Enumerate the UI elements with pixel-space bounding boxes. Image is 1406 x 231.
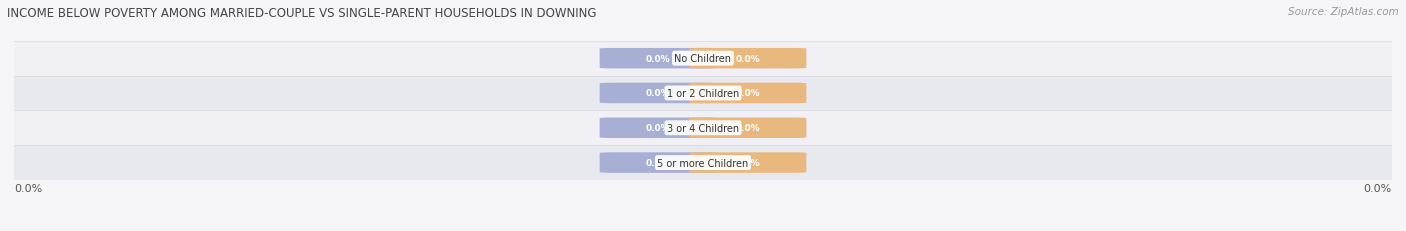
Text: 5 or more Children: 5 or more Children bbox=[658, 158, 748, 168]
Text: 0.0%: 0.0% bbox=[645, 124, 671, 133]
FancyBboxPatch shape bbox=[689, 49, 807, 69]
Text: No Children: No Children bbox=[675, 54, 731, 64]
Text: 0.0%: 0.0% bbox=[14, 183, 42, 193]
Text: 3 or 4 Children: 3 or 4 Children bbox=[666, 123, 740, 133]
FancyBboxPatch shape bbox=[599, 153, 717, 173]
FancyBboxPatch shape bbox=[599, 49, 717, 69]
FancyBboxPatch shape bbox=[14, 76, 1392, 111]
Text: 0.0%: 0.0% bbox=[645, 55, 671, 63]
FancyBboxPatch shape bbox=[689, 118, 807, 138]
Text: 1 or 2 Children: 1 or 2 Children bbox=[666, 88, 740, 99]
FancyBboxPatch shape bbox=[14, 42, 1392, 76]
Text: 0.0%: 0.0% bbox=[735, 89, 761, 98]
FancyBboxPatch shape bbox=[689, 153, 807, 173]
Text: 0.0%: 0.0% bbox=[735, 158, 761, 167]
FancyBboxPatch shape bbox=[14, 111, 1392, 146]
Text: 0.0%: 0.0% bbox=[735, 55, 761, 63]
Text: INCOME BELOW POVERTY AMONG MARRIED-COUPLE VS SINGLE-PARENT HOUSEHOLDS IN DOWNING: INCOME BELOW POVERTY AMONG MARRIED-COUPL… bbox=[7, 7, 596, 20]
Legend: Married Couples, Single Parents: Married Couples, Single Parents bbox=[588, 228, 818, 231]
Text: 0.0%: 0.0% bbox=[645, 158, 671, 167]
FancyBboxPatch shape bbox=[599, 118, 717, 138]
Text: 0.0%: 0.0% bbox=[735, 124, 761, 133]
Text: 0.0%: 0.0% bbox=[645, 89, 671, 98]
FancyBboxPatch shape bbox=[14, 146, 1392, 180]
FancyBboxPatch shape bbox=[599, 83, 717, 104]
FancyBboxPatch shape bbox=[689, 83, 807, 104]
Text: Source: ZipAtlas.com: Source: ZipAtlas.com bbox=[1288, 7, 1399, 17]
Text: 0.0%: 0.0% bbox=[1364, 183, 1392, 193]
